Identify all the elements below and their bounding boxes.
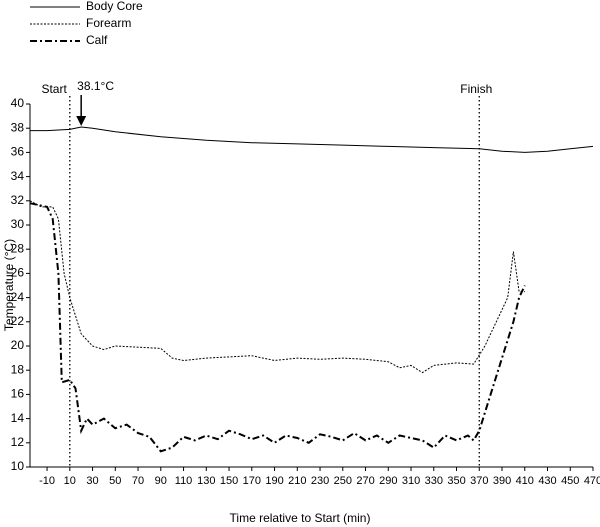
x-tick-label: 410 (516, 475, 534, 487)
x-tick-label: 130 (197, 475, 215, 487)
x-tick-label: 470 (584, 475, 600, 487)
y-tick-label: 32 (11, 193, 25, 207)
legend-label: Body Core (86, 0, 143, 13)
marker-label: Finish (460, 82, 492, 96)
x-axis-label: Time relative to Start (min) (230, 511, 371, 525)
x-tick-label: 110 (175, 475, 193, 487)
x-tick-label: 250 (334, 475, 352, 487)
y-tick-label: 38 (11, 120, 25, 134)
y-tick-label: 22 (11, 314, 25, 328)
y-tick-label: 18 (11, 362, 25, 376)
x-tick-label: 90 (155, 475, 167, 487)
x-tick-label: 330 (425, 475, 443, 487)
x-tick-label: 170 (243, 475, 261, 487)
x-tick-label: -10 (39, 475, 55, 487)
x-tick-label: 30 (86, 475, 98, 487)
x-tick-label: 10 (64, 475, 76, 487)
annotation-arrowhead (76, 115, 87, 126)
y-axis-label: Temperature (°C) (2, 239, 16, 331)
series-line (29, 200, 525, 374)
annotation-label: 38.1°C (77, 79, 114, 93)
x-tick-label: 290 (379, 475, 397, 487)
x-tick-label: 450 (561, 475, 579, 487)
x-tick-label: 150 (220, 475, 238, 487)
x-tick-label: 370 (470, 475, 488, 487)
x-tick-label: 270 (356, 475, 374, 487)
x-tick-label: 230 (311, 475, 329, 487)
legend-label: Calf (86, 33, 108, 47)
x-tick-label: 350 (447, 475, 465, 487)
y-tick-label: 40 (11, 96, 25, 110)
series-line (30, 126, 594, 153)
y-tick-label: 34 (11, 169, 25, 183)
series-line (29, 202, 526, 453)
y-tick-label: 36 (11, 145, 25, 159)
x-tick-label: 390 (493, 475, 511, 487)
y-tick-label: 16 (11, 387, 25, 401)
x-tick-label: 70 (132, 475, 144, 487)
x-tick-label: 430 (538, 475, 556, 487)
y-tick-label: 26 (11, 266, 25, 280)
legend-label: Forearm (86, 16, 131, 30)
y-tick-label: 14 (11, 411, 25, 425)
x-tick-label: 190 (265, 475, 283, 487)
marker-label: Start (41, 82, 67, 96)
y-tick-label: 20 (11, 338, 25, 352)
y-tick-label: 24 (11, 290, 25, 304)
y-tick-label: 30 (11, 217, 25, 231)
y-tick-label: 28 (11, 241, 25, 255)
y-tick-label: 10 (11, 459, 25, 473)
y-tick-label: 12 (11, 435, 25, 449)
x-tick-label: 210 (288, 475, 306, 487)
x-tick-label: 50 (109, 475, 121, 487)
x-tick-label: 310 (402, 475, 420, 487)
